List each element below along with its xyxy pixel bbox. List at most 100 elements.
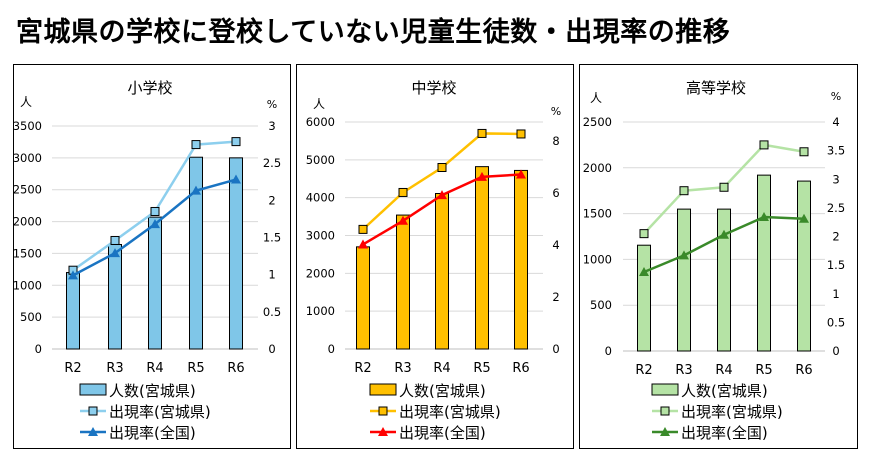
chart-title: 高等学校 [686,79,746,97]
triangle-marker [799,213,809,223]
bar [797,180,811,352]
y2-tick-label: 2.5 [263,156,281,170]
bar [148,216,162,350]
triangle-marker [759,212,769,222]
legend-square-marker [88,406,98,416]
y-tick-label: 500 [590,298,612,312]
y-axis-unit-label: 人 [313,97,325,111]
y-tick-label: 1000 [583,252,612,266]
y2-tick-label: 1.5 [263,231,281,245]
y-tick-label: 3500 [13,119,42,133]
triangle-marker [358,239,368,249]
legend-label: 人数(宮城県) [399,382,486,400]
x-tick-label: R4 [715,363,732,378]
y2-tick-label: 1.5 [827,258,845,272]
legend-square-marker [660,406,670,416]
y-tick-label: 3000 [13,151,42,165]
legend-item: 人数(宮城県) [651,382,768,400]
y2-tick-label: 1 [268,268,275,282]
square-marker [516,129,526,139]
y2-tick-label: 8 [552,134,559,148]
square-marker [231,137,241,147]
triangle-marker [679,250,689,260]
x-tick-label: R6 [795,363,812,378]
y-tick-label: 2000 [13,215,42,229]
chart-title: 小学校 [127,79,172,97]
y-tick-label: 4000 [306,191,335,205]
x-tick-label: R2 [635,363,652,378]
triangle-marker [191,185,201,195]
legend-label: 出現率(宮城県) [681,403,783,421]
triangle-marker [437,190,447,200]
bar [435,193,449,350]
triangle-marker [516,169,526,179]
square-marker [477,128,487,138]
x-tick-label: R3 [106,361,123,376]
x-tick-label: R3 [675,363,692,378]
bar [66,272,80,350]
legend-item: 出現率(全国) [370,424,486,442]
square-marker [679,186,689,196]
y2-tick-label: 3 [832,172,839,186]
triangle-marker [68,270,78,280]
legend-label: 出現率(全国) [681,424,768,442]
x-tick-label: R4 [146,361,163,376]
bar [229,157,243,350]
legend-item: 人数(宮城県) [369,382,486,400]
legend-bar-swatch [79,383,107,396]
y2-tick-label: 2 [552,290,559,304]
square-marker [110,235,120,245]
legend-label: 出現率(全国) [399,424,486,442]
page-title: 宮城県の学校に登校していない児童生徒数・出現率の推移 [16,17,731,48]
y2-tick-label: 0 [268,342,275,356]
legend-triangle-marker [88,427,98,436]
legend-label: 出現率(全国) [109,424,196,442]
y-tick-label: 1500 [13,246,42,260]
legend-square-marker [378,406,388,416]
series-line-square [358,128,526,234]
triangle-marker [719,229,729,239]
y-axis-unit-label: 人 [20,95,32,109]
square-marker [639,229,649,239]
legend-triangle-marker [378,427,388,436]
y2-tick-label: 2.5 [827,201,845,215]
y-tick-label: 0 [605,344,612,358]
series-line-triangle [68,174,241,280]
y2-tick-label: 4 [552,238,559,252]
series-line-square [68,137,241,275]
triangle-marker [398,215,408,225]
y2-axis-unit-label: % [551,105,561,118]
y2-tick-label: 1 [832,287,839,301]
bar [475,166,489,350]
x-tick-label: R6 [227,361,244,376]
y-tick-label: 1000 [306,304,335,318]
legend-triangle-marker [660,427,670,436]
square-marker [799,147,809,157]
x-tick-label: R5 [473,361,490,376]
bar [356,246,370,350]
chart-title: 中学校 [411,79,456,97]
legend-label: 出現率(宮城県) [109,403,211,421]
square-marker [150,206,160,216]
x-tick-label: R3 [394,361,411,376]
y2-tick-label: 0.5 [827,315,845,329]
series-line-triangle [639,212,809,276]
y-tick-label: 0 [35,342,42,356]
y2-tick-label: 2 [268,193,275,207]
x-tick-label: R2 [64,361,81,376]
bar [717,208,731,352]
y-tick-label: 2000 [306,266,335,280]
square-marker [191,140,201,150]
y2-tick-label: 4 [832,115,839,129]
y-tick-label: 0 [328,342,335,356]
y2-tick-label: 3.5 [827,144,845,158]
series-bar [66,156,243,350]
y2-tick-label: 6 [552,186,559,200]
triangle-marker [639,266,649,276]
y-tick-label: 2500 [583,115,612,129]
square-marker [759,140,769,150]
